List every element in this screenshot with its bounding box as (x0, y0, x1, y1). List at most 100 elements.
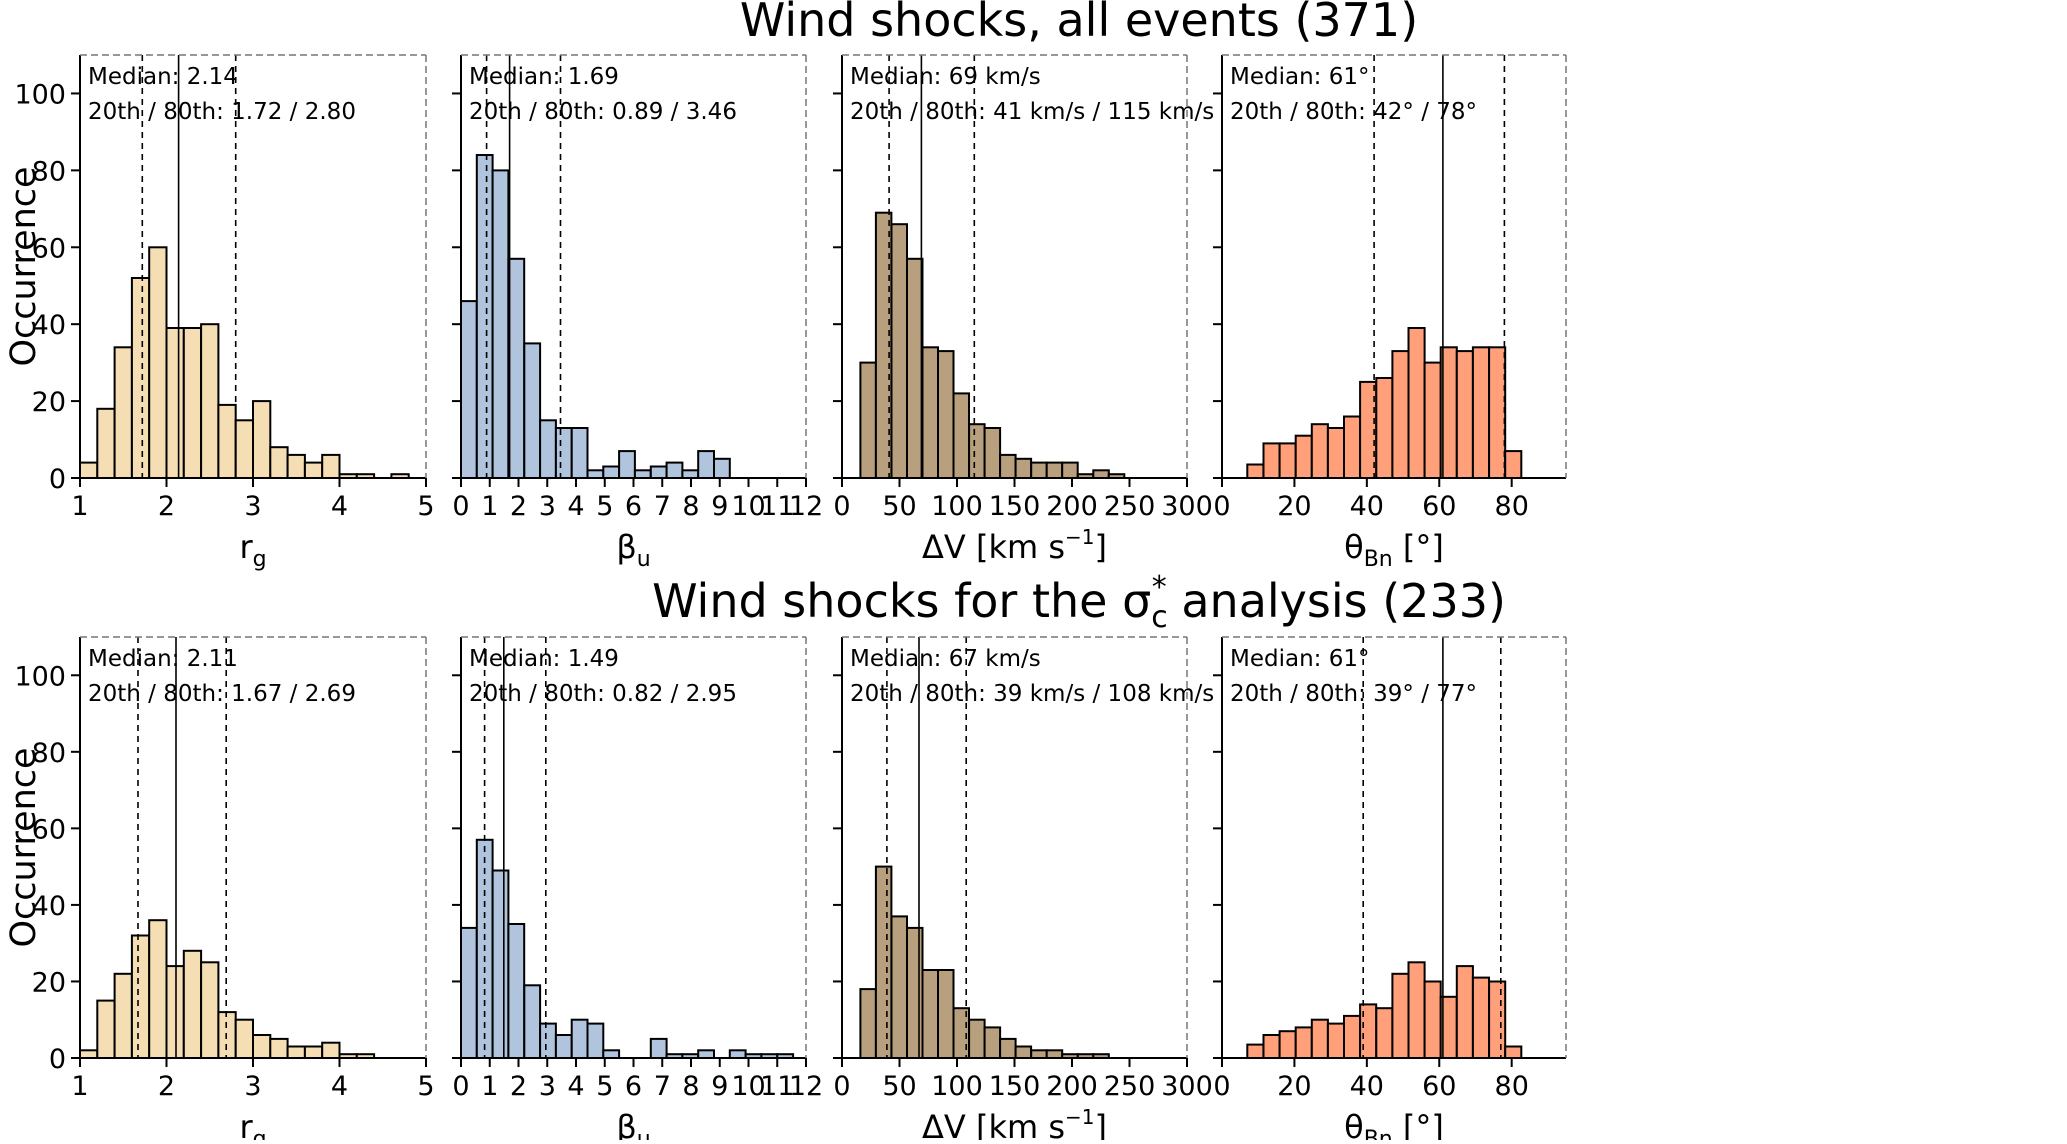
histogram-bar (1294, 1026, 1313, 1060)
histogram-bar (1375, 1007, 1394, 1060)
x-tick-label: 4 (567, 1071, 584, 1102)
histogram-bar (1014, 1045, 1033, 1059)
x-tick-label: 12 (789, 1071, 823, 1102)
histogram-panel-r1c2: 0 50 100 150 200 250 300 Median: 67 km/s 20th / … (833, 636, 1214, 1144)
median-annotation: Median: 61° (1230, 646, 1369, 672)
x-tick-label: 300 (1161, 1071, 1213, 1102)
x-tick-label: 1 (71, 491, 88, 522)
histogram-panel-r1c3: 0 20 40 60 80 Median: 61° 20th / 80th: 39° / 7… (1213, 636, 1567, 1144)
y-axis-label: Occurrence (4, 747, 44, 947)
x-tick-label: 200 (1046, 491, 1098, 522)
y-tick-label: 40 (32, 310, 66, 341)
x-axis-label: rg (239, 1108, 266, 1140)
histogram-bar (79, 461, 99, 480)
x-axis-label: βu (616, 528, 650, 572)
x-tick-label: 9 (711, 491, 728, 522)
y-tick-label: 20 (32, 968, 66, 999)
histogram-bar (1045, 1049, 1064, 1060)
histogram-bar (1504, 1045, 1523, 1059)
histogram-bar (96, 999, 116, 1059)
x-tick-label: 1 (481, 491, 498, 522)
histogram-bar (234, 1018, 254, 1060)
histogram-bar (475, 154, 494, 479)
histogram-bar (1278, 1030, 1297, 1059)
histogram-bar (200, 961, 220, 1059)
histogram-panel-r0c2: 0 50 100 150 200 250 300 Median: 69 km/s 20th / … (833, 54, 1214, 566)
histogram-bar (999, 453, 1017, 479)
histogram-bar (681, 469, 700, 479)
x-axis-label: rg (239, 528, 266, 572)
histogram-bar (586, 1022, 605, 1059)
x-tick-label: 7 (654, 1071, 671, 1102)
x-tick-label: 1 (71, 1071, 88, 1102)
y-tick-label: 40 (32, 891, 66, 922)
median-annotation: Median: 67 km/s (850, 646, 1041, 672)
percentile-annotation: 20th / 80th: 39° / 77° (1230, 681, 1477, 707)
histogram-bar (303, 461, 324, 480)
percentile-annotation: 20th / 80th: 0.82 / 2.95 (469, 681, 737, 707)
x-tick-label: 50 (882, 491, 916, 522)
histogram-bar (633, 469, 652, 479)
histogram-bar (649, 465, 668, 479)
x-tick-label: 3 (244, 1071, 261, 1102)
histogram-bar (491, 869, 510, 1059)
histogram-bar (890, 915, 908, 1060)
histogram-bar (269, 1037, 289, 1060)
x-tick-label: 40 (1350, 491, 1384, 522)
histogram-bar (586, 469, 605, 479)
x-tick-label: 11 (760, 1071, 794, 1102)
y-tick-label: 100 (14, 661, 66, 692)
histogram-bar (1326, 1022, 1346, 1059)
x-tick-label: 9 (711, 1071, 728, 1102)
histogram-bar (713, 457, 731, 479)
histogram-bar (321, 453, 341, 479)
x-tick-label: 250 (1104, 1071, 1156, 1102)
histogram-bar (1423, 980, 1442, 1059)
histogram-bar (890, 223, 908, 479)
histogram-bar (1504, 450, 1523, 480)
x-tick-label: 150 (989, 1071, 1041, 1102)
histogram-bar (1326, 427, 1346, 479)
histogram-bar (602, 465, 621, 479)
x-tick-label: 0 (833, 491, 850, 522)
histogram-bar (983, 1026, 1002, 1060)
x-tick-label: 100 (931, 1071, 983, 1102)
histogram-bar (1014, 457, 1033, 479)
x-axis-label: βu (616, 1108, 650, 1140)
y-axis-label: Occurrence (4, 166, 44, 366)
histogram-bar (148, 919, 168, 1060)
histogram-bar (182, 949, 203, 1059)
x-tick-label: 6 (625, 1071, 642, 1102)
histogram-bar (570, 1018, 589, 1060)
histogram-bar (1262, 442, 1281, 479)
y-tick-label: 60 (32, 233, 66, 264)
histogram-bar (968, 423, 986, 480)
histogram-bar (1343, 1014, 1362, 1060)
y-tick-label: 0 (49, 464, 66, 495)
histogram-panel-r1c0: 1 2 3 4 5 0 20 40 60 80 100 Median: 2.11 20th / 80th… (4, 636, 435, 1144)
histogram-bar (286, 453, 306, 479)
median-annotation: Median: 2.14 (88, 64, 238, 90)
histogram-bar (252, 1034, 272, 1059)
median-annotation: Median: 61° (1230, 64, 1369, 90)
y-tick-label: 100 (14, 80, 66, 111)
histogram-bar (523, 342, 542, 479)
median-annotation: Median: 1.49 (469, 646, 619, 672)
histogram-bar (906, 926, 924, 1060)
y-tick-label: 60 (32, 814, 66, 845)
x-tick-label: 0 (452, 1071, 469, 1102)
percentile-annotation: 20th / 80th: 39 km/s / 108 km/s (850, 681, 1214, 707)
histogram-bar (1407, 327, 1426, 479)
x-tick-label: 5 (596, 1071, 613, 1102)
x-tick-label: 60 (1422, 1071, 1456, 1102)
histogram-bar (79, 1049, 99, 1060)
histogram-bar (96, 407, 116, 479)
x-tick-label: 20 (1277, 1071, 1311, 1102)
histogram-bar (1310, 423, 1329, 480)
x-tick-label: 80 (1495, 1071, 1529, 1102)
histogram-bar (1246, 1043, 1265, 1059)
median-annotation: Median: 69 km/s (850, 64, 1041, 90)
